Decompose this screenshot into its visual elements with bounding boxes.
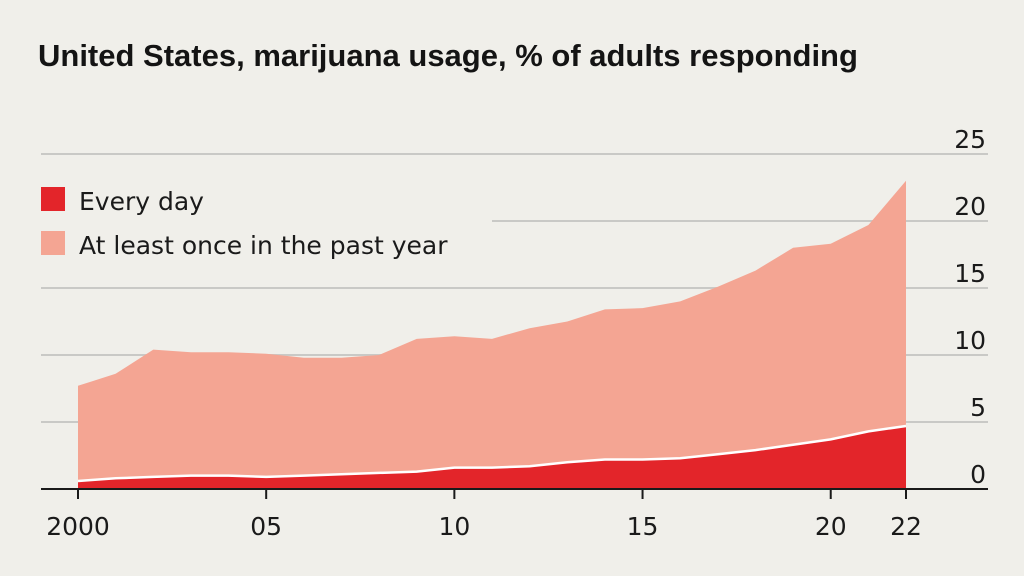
y-tick-label-10: 10 xyxy=(954,326,986,355)
legend-swatch-past-year xyxy=(41,231,65,255)
legend-label-every-day: Every day xyxy=(79,187,204,216)
plot-areas xyxy=(77,180,907,490)
y-tick-label-20: 20 xyxy=(954,192,986,221)
x-tick-label-2000: 2000 xyxy=(46,512,110,541)
legend-label-past-year: At least once in the past year xyxy=(79,231,448,260)
legend-swatch-every-day xyxy=(41,187,65,211)
y-tick-label-15: 15 xyxy=(954,259,986,288)
every-day-line xyxy=(77,424,907,483)
chart-title: United States, marijuana usage, % of adu… xyxy=(38,38,858,73)
y-tick-label-25: 25 xyxy=(954,125,986,154)
y-tick-label-5: 5 xyxy=(970,393,986,422)
y-tick-label-0: 0 xyxy=(970,460,986,489)
area-every-day xyxy=(78,426,906,489)
x-tick-label-22: 22 xyxy=(890,512,922,541)
area-past-year xyxy=(78,180,906,490)
x-tick-label-15: 15 xyxy=(627,512,659,541)
legend: Every day At least once in the past year xyxy=(41,187,448,260)
x-tick-label-05: 05 xyxy=(250,512,282,541)
x-tick-label-10: 10 xyxy=(438,512,470,541)
x-tick-label-20: 20 xyxy=(815,512,847,541)
